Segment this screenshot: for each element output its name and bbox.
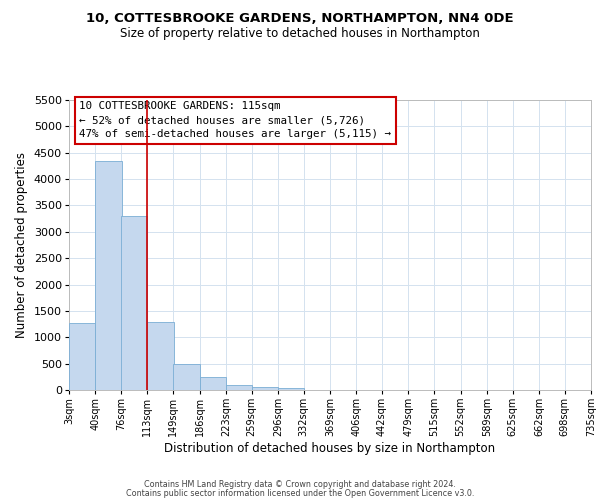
Y-axis label: Number of detached properties: Number of detached properties: [16, 152, 28, 338]
Bar: [199, 378, 226, 390]
Bar: [121, 216, 148, 390]
Bar: [278, 388, 304, 390]
Bar: [173, 364, 199, 390]
Bar: [69, 323, 95, 390]
Text: 10, COTTESBROOKE GARDENS, NORTHAMPTON, NN4 0DE: 10, COTTESBROOKE GARDENS, NORTHAMPTON, N…: [86, 12, 514, 26]
Bar: [226, 386, 252, 390]
Bar: [95, 161, 122, 390]
Text: Contains HM Land Registry data © Crown copyright and database right 2024.: Contains HM Land Registry data © Crown c…: [144, 480, 456, 489]
Bar: [148, 322, 174, 390]
Bar: [251, 388, 278, 390]
Text: Contains public sector information licensed under the Open Government Licence v3: Contains public sector information licen…: [126, 488, 474, 498]
X-axis label: Distribution of detached houses by size in Northampton: Distribution of detached houses by size …: [164, 442, 496, 455]
Text: 10 COTTESBROOKE GARDENS: 115sqm
← 52% of detached houses are smaller (5,726)
47%: 10 COTTESBROOKE GARDENS: 115sqm ← 52% of…: [79, 102, 391, 140]
Text: Size of property relative to detached houses in Northampton: Size of property relative to detached ho…: [120, 28, 480, 40]
